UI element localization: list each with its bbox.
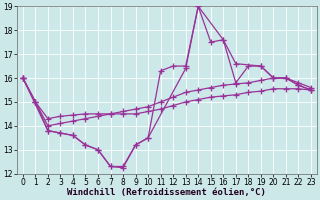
X-axis label: Windchill (Refroidissement éolien,°C): Windchill (Refroidissement éolien,°C) — [68, 188, 266, 197]
